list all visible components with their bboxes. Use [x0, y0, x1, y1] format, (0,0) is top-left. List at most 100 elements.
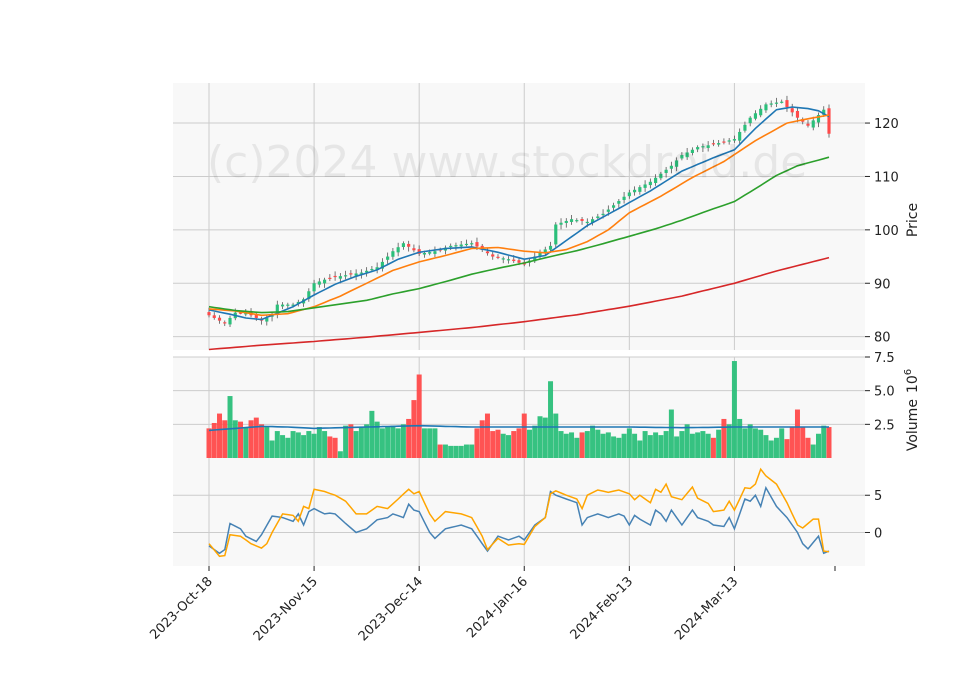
candle-body	[354, 273, 358, 276]
volume-bar	[469, 444, 475, 458]
candle-body	[317, 281, 321, 285]
volume-bar	[421, 428, 427, 458]
volume-bar	[527, 429, 533, 458]
candle-body	[254, 314, 258, 318]
volume-bar	[684, 424, 690, 458]
price-ma-medium-line	[208, 114, 830, 317]
candle-body	[386, 256, 390, 260]
candle-body	[617, 201, 621, 204]
indicator-1-line	[208, 485, 830, 555]
candle-body	[627, 192, 631, 197]
candle-body	[323, 279, 327, 284]
volume-bar	[789, 427, 795, 458]
candle-body	[470, 243, 474, 245]
volume-bar	[353, 431, 359, 458]
volume-bar	[395, 428, 401, 458]
volume-axis-label-exponent-power: 6	[903, 369, 914, 375]
volume-bar	[511, 431, 517, 458]
candle-body	[580, 219, 584, 221]
candle-body	[506, 259, 511, 261]
price-ytick-label: 100	[874, 224, 899, 239]
candle-body	[743, 124, 747, 131]
volume-bar	[569, 432, 575, 458]
x-tick-label: 2024-Jan-16	[464, 574, 531, 641]
candle-body	[680, 155, 684, 159]
volume-bar	[411, 400, 417, 458]
candle-body	[375, 267, 379, 270]
volume-bar	[290, 431, 296, 458]
candle-body	[732, 139, 736, 141]
volume-bar	[437, 444, 443, 458]
volume-bar	[600, 433, 606, 458]
candle-body	[795, 110, 800, 118]
candle-body	[664, 169, 668, 173]
candle-body	[696, 147, 700, 150]
candle-body	[585, 221, 589, 224]
volume-bar	[590, 425, 596, 458]
candle-body	[370, 269, 374, 271]
candle-body	[753, 113, 758, 119]
volume-bar	[611, 436, 617, 458]
volume-bar	[805, 437, 811, 458]
x-axis: 2023-Oct-18 2023-Nov-15 2023-Dec-14 2024-Ja…	[147, 566, 836, 644]
volume-bar	[427, 428, 433, 458]
volume-bar	[653, 432, 659, 458]
volume-bar	[259, 424, 265, 458]
candle-body	[501, 258, 505, 260]
candle-body	[669, 165, 673, 169]
volume-bar	[689, 433, 695, 458]
volume-bar	[800, 427, 806, 458]
candle-body	[748, 117, 752, 124]
volume-bar	[374, 421, 380, 458]
volume-bar	[463, 444, 469, 458]
volume-bar	[700, 431, 706, 458]
volume-bar	[364, 424, 370, 458]
price-panel: 80 90 100 110 120	[173, 83, 899, 351]
volume-bar	[763, 435, 769, 458]
volume-bar	[784, 439, 790, 458]
volume-bar	[815, 433, 821, 458]
candle-body	[391, 251, 395, 257]
volume-bar	[752, 428, 758, 458]
x-tick-label: 2023-Nov-15	[251, 574, 321, 644]
volume-ytick-label: 5.0	[874, 385, 895, 400]
candle-body	[690, 149, 694, 154]
volume-bar	[505, 435, 511, 458]
volume-bar	[584, 431, 590, 458]
volume-bar	[358, 427, 364, 458]
indicator-2-line	[208, 467, 830, 558]
candle-body	[407, 243, 411, 247]
candle-body	[564, 220, 568, 223]
candle-body	[601, 213, 605, 216]
price-ma-very_long-line	[208, 256, 830, 351]
volume-bar	[616, 437, 622, 458]
volume-bar	[416, 374, 422, 458]
candle-body	[307, 291, 311, 300]
volume-bar	[548, 381, 554, 458]
volume-bar	[516, 428, 522, 458]
candle-body	[401, 243, 405, 248]
candle-body	[675, 160, 679, 167]
volume-bar	[558, 431, 564, 458]
candle-body	[780, 101, 784, 103]
candle-body	[533, 256, 537, 262]
volume-bar	[705, 433, 711, 458]
candle-body	[207, 312, 211, 316]
volume-bar	[243, 427, 249, 458]
volume-bar	[406, 418, 412, 458]
candle-body	[380, 261, 384, 269]
candle-body	[575, 220, 579, 222]
volume-bar	[385, 427, 391, 458]
price-ytick-label: 80	[874, 331, 891, 346]
volume-bar	[211, 422, 217, 458]
candle-body	[517, 260, 521, 263]
candle-body	[543, 249, 547, 254]
volume-bar	[716, 429, 722, 458]
candle-body	[643, 184, 647, 188]
candle-body	[769, 103, 773, 105]
candle-body	[238, 312, 243, 314]
volume-bar	[768, 440, 774, 458]
volume-bar	[773, 437, 779, 458]
volume-bar	[663, 431, 669, 458]
volume-bar	[274, 431, 280, 458]
